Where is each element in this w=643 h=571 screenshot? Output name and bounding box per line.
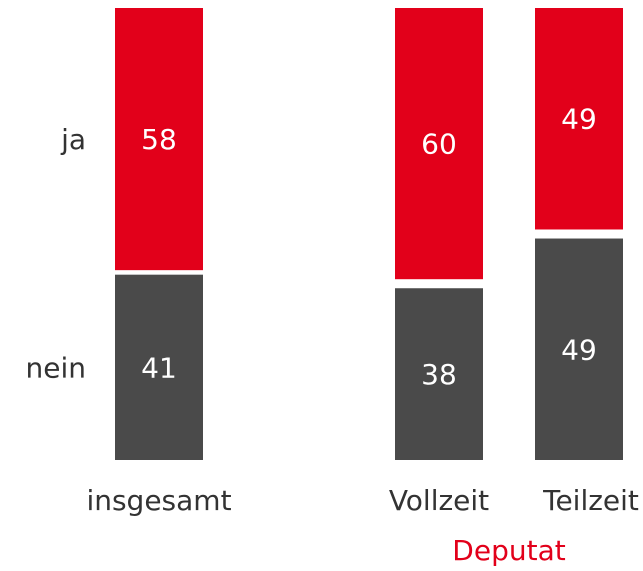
value-label: 58: [141, 123, 177, 156]
value-label: 49: [561, 103, 597, 136]
category-label: insgesamt: [86, 484, 231, 517]
category-label: Vollzeit: [389, 484, 489, 517]
legend-label: ja: [60, 123, 86, 156]
value-label: 41: [141, 351, 177, 384]
bar-segment: [115, 274, 203, 460]
bar-segment: [395, 288, 483, 460]
bar-segment: [535, 8, 623, 230]
bar-segment: [535, 238, 623, 460]
legend-label: nein: [26, 351, 87, 384]
bar-segment: [115, 8, 203, 271]
value-label: 60: [421, 128, 457, 161]
value-label: 38: [421, 358, 457, 391]
group-label: Deputat: [452, 534, 565, 567]
category-label: Teilzeit: [542, 484, 639, 517]
value-label: 49: [561, 333, 597, 366]
bar-segment: [395, 8, 483, 280]
